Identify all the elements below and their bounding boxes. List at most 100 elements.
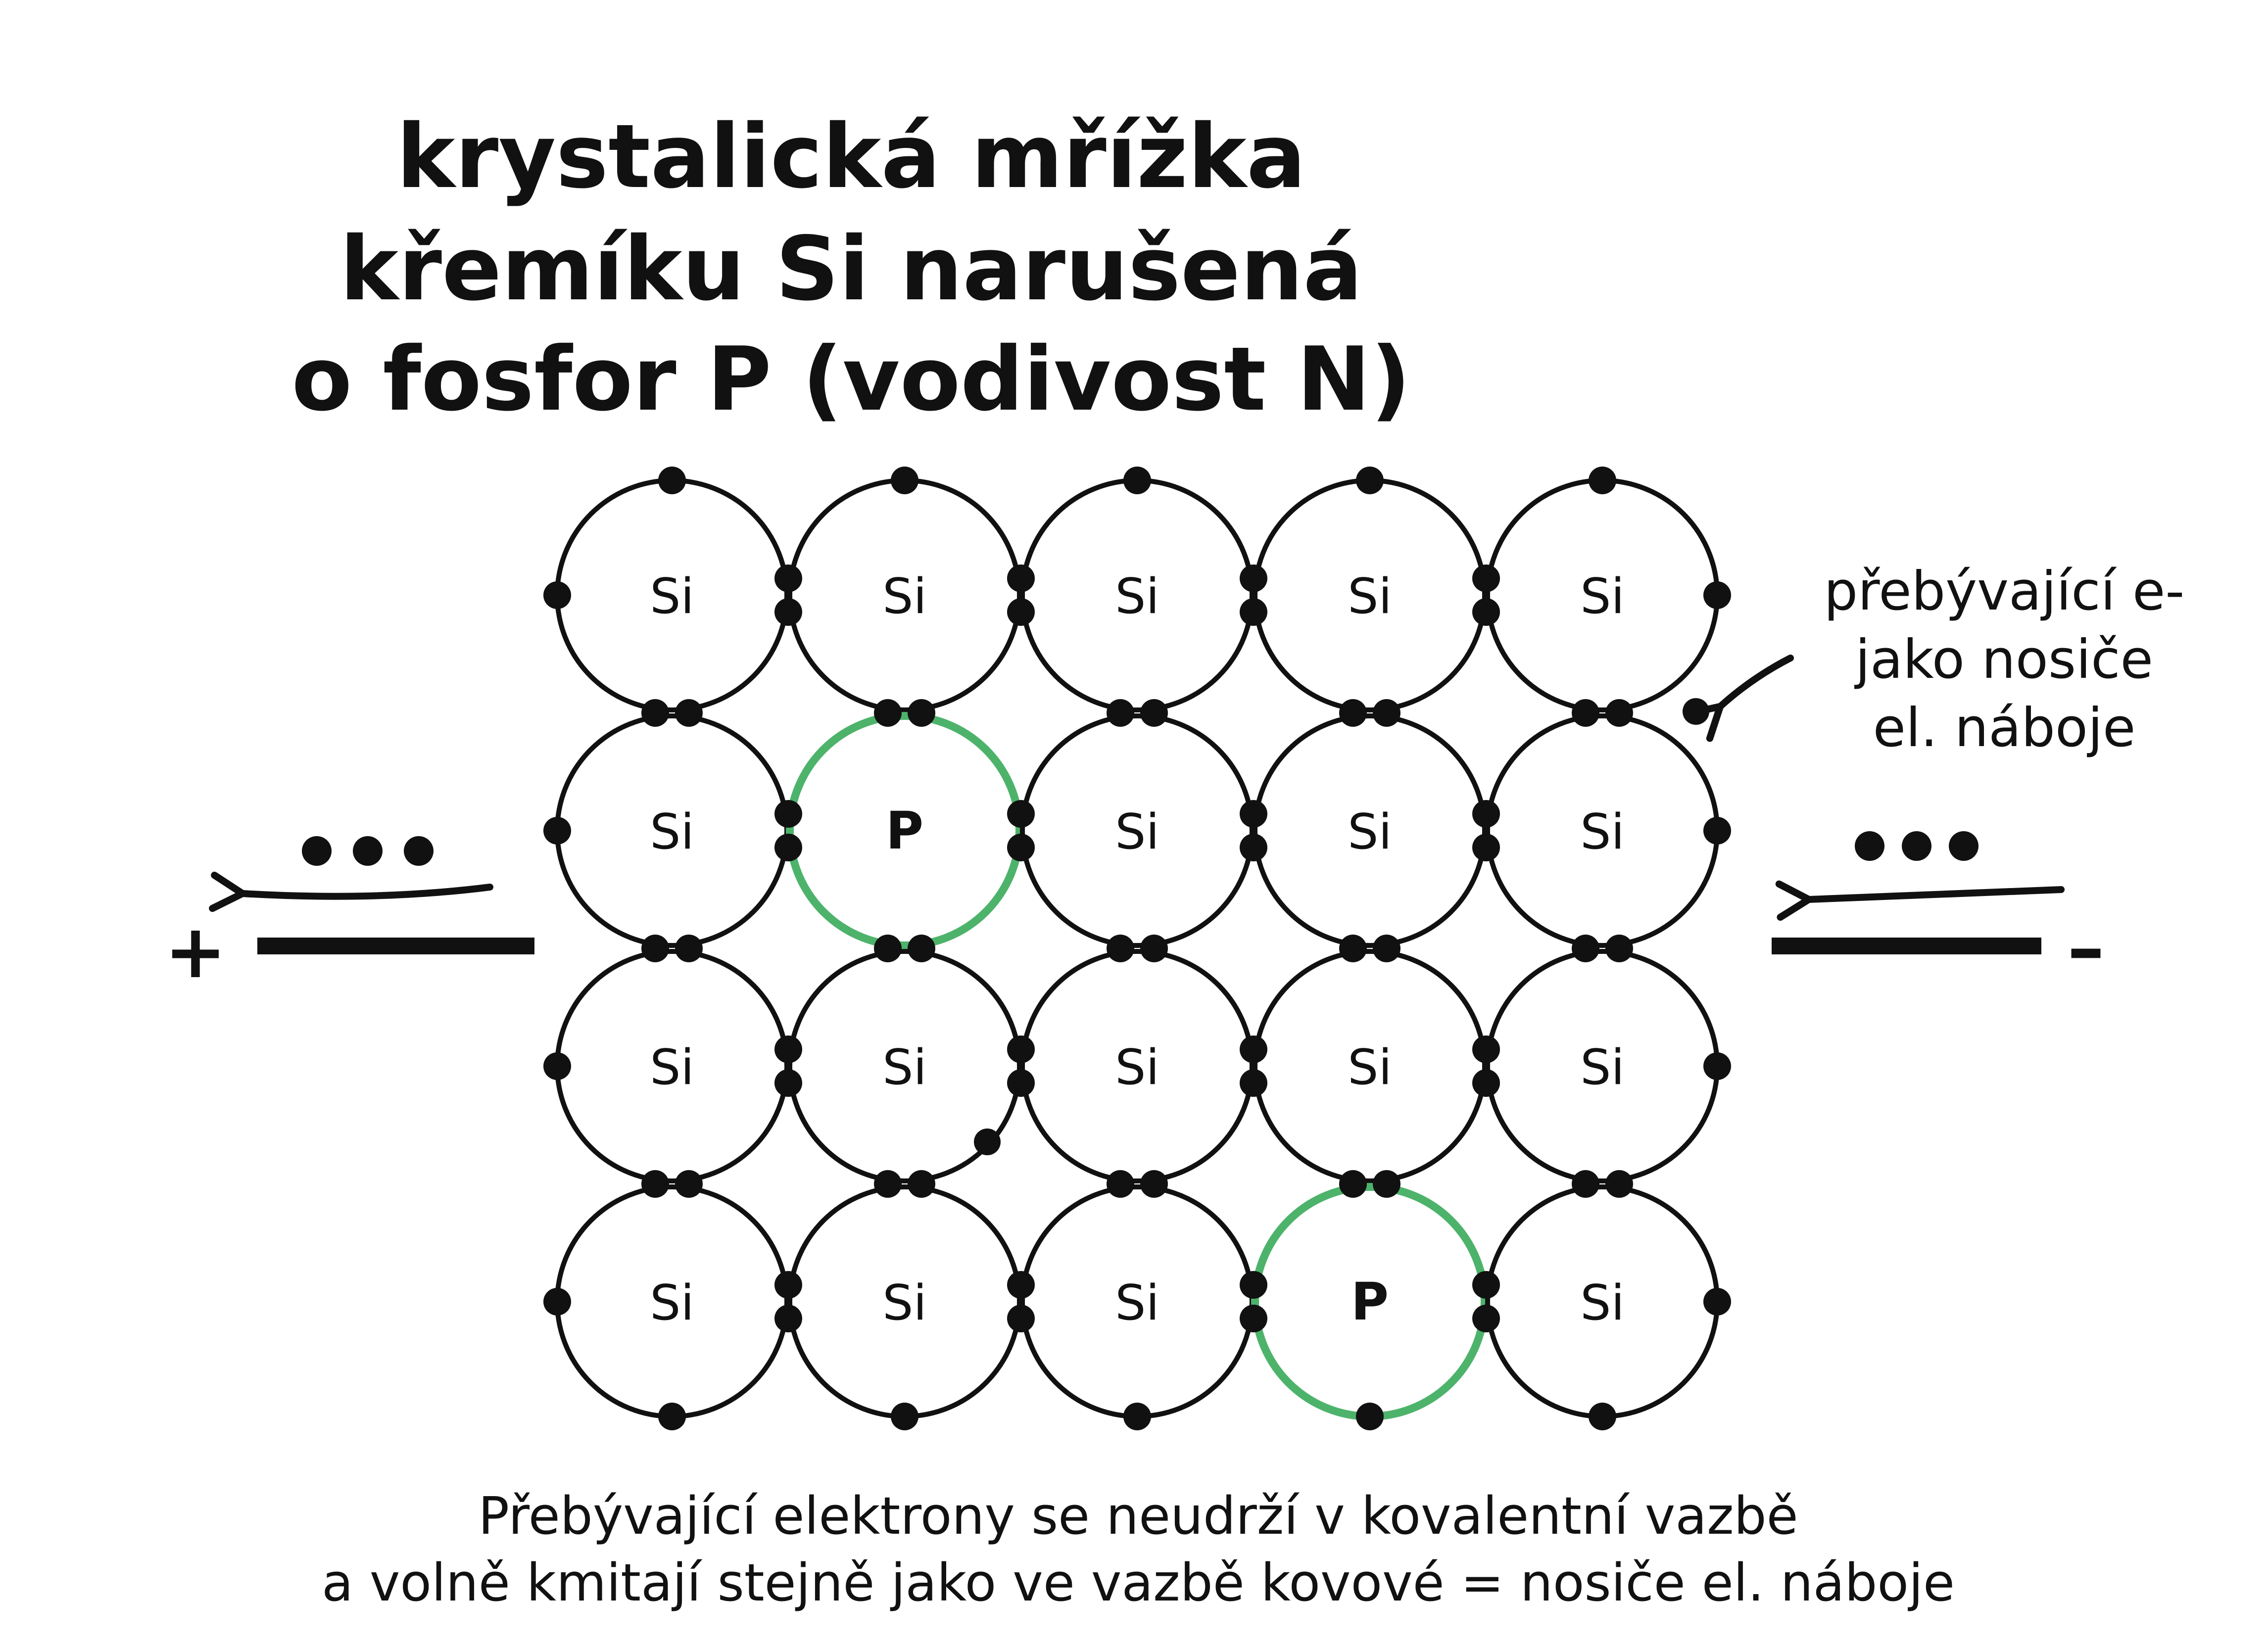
bond-electron (774, 1069, 802, 1097)
silicon-atom: Si (555, 478, 789, 712)
bond-electron (774, 800, 802, 828)
bond-electron (1140, 699, 1168, 727)
diagram-title: krystalická mřížka křemíku Si narušená o… (291, 105, 1411, 430)
edge-electron (543, 1052, 571, 1080)
negative-sign: – (2068, 905, 2105, 991)
silicon-label: Si (1580, 568, 1624, 625)
silicon-atom: Si (555, 1184, 789, 1419)
silicon-shell (1253, 949, 1487, 1183)
positive-electrode: + (164, 836, 534, 995)
silicon-shell (1253, 713, 1487, 948)
excess-electron (1683, 698, 1709, 725)
bond-electron (1572, 935, 1599, 962)
silicon-label: Si (882, 568, 926, 625)
silicon-label: Si (1115, 804, 1159, 860)
annotation-arrow (1684, 655, 1794, 742)
silicon-atom: Si (1485, 478, 1720, 712)
silicon-label: Si (1348, 804, 1392, 860)
edge-electron (1123, 467, 1151, 494)
caption-line-1: Přebývající elektrony se neudrží v koval… (478, 1486, 1798, 1546)
negative-electrode: – (1772, 831, 2105, 991)
silicon-atom: Si (1020, 713, 1255, 948)
positive-electrode-bar (257, 938, 534, 954)
phosphorus-label: P (1351, 1272, 1389, 1332)
bond-electron (908, 1170, 935, 1198)
edge-electron (658, 1403, 686, 1430)
silicon-label: Si (882, 1039, 926, 1096)
silicon-atom: Si (1485, 713, 1720, 948)
silicon-label: Si (1348, 568, 1392, 625)
phosphorus-atom: P (1251, 1183, 1489, 1420)
drift-electron (353, 836, 383, 866)
silicon-label: Si (650, 568, 694, 625)
excess-electron-annotation: přebývající e- jako nosiče el. náboje (1824, 561, 2185, 759)
edge-electron (1589, 1403, 1616, 1430)
edge-electron (1703, 1052, 1731, 1080)
bond-electron (1472, 1271, 1500, 1299)
bond-electron (908, 699, 935, 727)
silicon-atom: Si (1020, 1184, 1255, 1419)
bond-electron (1339, 699, 1367, 727)
bond-electron (1107, 1170, 1134, 1198)
bond-electron (641, 699, 669, 727)
bond-electron (1240, 1305, 1267, 1332)
bond-electron (1240, 834, 1267, 861)
drift-electron (1902, 831, 1931, 861)
edge-electron (891, 1403, 918, 1430)
phosphorus-label: P (886, 801, 923, 861)
bond-electron (1007, 834, 1035, 861)
silicon-atom: Si (1485, 1184, 1720, 1419)
bond-electron (774, 598, 802, 626)
valence-electrons (543, 467, 1731, 1430)
bond-electron (1007, 1069, 1035, 1097)
bond-electron (1472, 1069, 1500, 1097)
bond-electron (1339, 935, 1367, 962)
silicon-atom: Si (1020, 949, 1255, 1183)
title-line-3: o fosfor P (vodivost N) (291, 328, 1411, 430)
silicon-atom: Si (787, 949, 1022, 1183)
silicon-label: Si (1580, 804, 1624, 860)
edge-electron (1123, 1403, 1151, 1430)
bond-electron (1605, 935, 1633, 962)
drift-electron (1949, 831, 1978, 861)
bond-electron (675, 699, 703, 727)
silicon-label: Si (1580, 1039, 1624, 1096)
negative-electrode-bar (1772, 938, 2041, 954)
bond-electron (641, 1170, 669, 1198)
edge-electron (543, 581, 571, 609)
edge-electron (1356, 1403, 1384, 1430)
bond-electron (1605, 1170, 1633, 1198)
silicon-atom: Si (787, 1184, 1022, 1419)
bond-electron (1007, 1305, 1035, 1332)
silicon-label: Si (650, 804, 694, 860)
bond-electron (1472, 1036, 1500, 1063)
annotation-line-2: jako nosiče (1854, 629, 2153, 691)
lattice-atoms: Si Si Si Si Si Si P Si Si Si Si Si Si Si Si Si Si Si P Si (555, 478, 1720, 1420)
electron-flow-arrow-left (209, 871, 493, 912)
silicon-atom: Si (1020, 478, 1255, 712)
bond-electron (1240, 1036, 1267, 1063)
bond-electron (874, 935, 902, 962)
bond-electron (774, 1036, 802, 1063)
bond-electron (1373, 935, 1400, 962)
caption-line-2: a volně kmitají stejně jako ve vazbě kov… (322, 1553, 1955, 1613)
bond-electron (1140, 935, 1168, 962)
silicon-atom: Si (555, 713, 789, 948)
bond-electron (1605, 699, 1633, 727)
bond-electron (675, 1170, 703, 1198)
silicon-atom: Si (1253, 713, 1487, 948)
bond-electron (1373, 1170, 1400, 1198)
title-line-2: křemíku Si narušená (340, 218, 1362, 320)
bond-electron (1007, 565, 1035, 592)
bond-electron (1572, 699, 1599, 727)
silicon-label: Si (1115, 568, 1159, 625)
silicon-label: Si (650, 1275, 694, 1331)
edge-electron (543, 817, 571, 845)
bond-electron (675, 935, 703, 962)
bond-electron (1240, 1271, 1267, 1299)
silicon-atom: Si (555, 949, 789, 1183)
bond-electron (641, 935, 669, 962)
silicon-shell (787, 949, 1022, 1183)
drift-electron (1855, 831, 1884, 861)
